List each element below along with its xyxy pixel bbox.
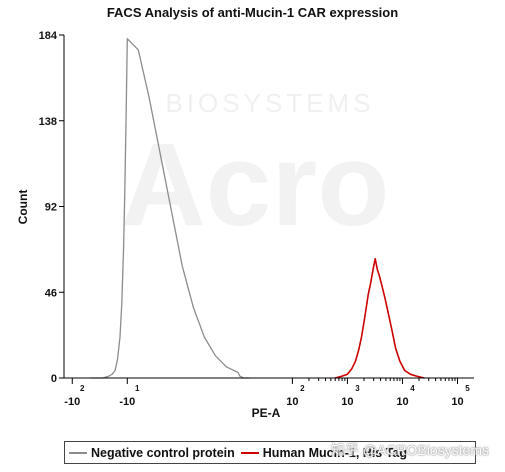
y-ticks: 0 46 92 138 184 (39, 30, 64, 385)
y-tick-label: 92 (45, 202, 57, 214)
legend-item-negative-control: Negative control protein (69, 446, 235, 460)
y-tick-label: 0 (51, 373, 57, 385)
y-tick-label: 138 (39, 116, 57, 128)
x-tick-label: -10 (64, 396, 80, 408)
series-line-0 (90, 38, 250, 379)
legend-label: Human Mucin-1, His Tag (262, 445, 408, 460)
logo-lettering: Acro (121, 119, 390, 251)
x-axis-label: PE-A (252, 406, 281, 420)
x-tick-label: 10 (286, 396, 298, 408)
legend-swatch-red (240, 451, 259, 454)
x-tick-exponent: 5 (465, 384, 470, 393)
legend-label: Negative control protein (91, 445, 235, 460)
chart-title: FACS Analysis of anti-Mucin-1 CAR expres… (106, 5, 399, 20)
legend: Negative control protein Human Mucin-1, … (64, 441, 476, 464)
x-tick-label: 10 (396, 396, 408, 408)
x-tick-exponent: 1 (135, 384, 140, 393)
logo-wordmark: BIOSYSTEMS (165, 88, 374, 118)
y-axis-label: Count (16, 190, 30, 225)
x-tick-label: -10 (119, 396, 135, 408)
y-tick-label: 46 (45, 287, 57, 299)
legend-swatch-gray (69, 451, 87, 454)
x-tick-exponent: 2 (300, 384, 305, 393)
legend-item-mucin-1: Human Mucin-1, His Tag (240, 445, 408, 460)
x-tick-label: 10 (451, 396, 463, 408)
x-tick-exponent: 3 (355, 384, 360, 393)
y-tick-label: 184 (39, 30, 58, 42)
x-tick-exponent: 4 (410, 384, 415, 393)
series-layer (90, 38, 425, 379)
x-tick-label: 10 (341, 396, 353, 408)
zhihu-watermark: 知乎 @ACROBiosystems (330, 442, 489, 458)
x-tick-exponent: 2 (80, 384, 85, 393)
series-line-1 (334, 257, 425, 379)
